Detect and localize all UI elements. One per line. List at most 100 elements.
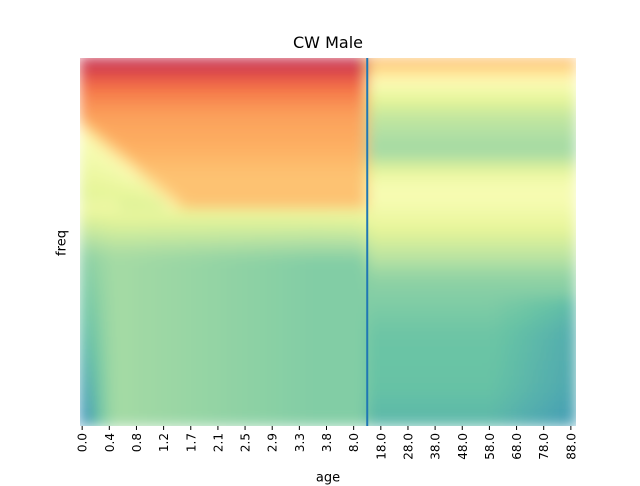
heatmap-cell bbox=[279, 225, 289, 235]
heatmap-cell bbox=[391, 385, 401, 395]
heatmap-cell bbox=[327, 137, 337, 147]
heatmap-cell bbox=[343, 313, 353, 323]
heatmap-cell bbox=[359, 73, 369, 83]
heatmap-cell bbox=[175, 169, 185, 179]
heatmap-cell bbox=[127, 177, 137, 187]
heatmap-cell bbox=[399, 369, 409, 379]
heatmap-cell bbox=[255, 113, 265, 123]
heatmap-cell bbox=[383, 273, 393, 283]
heatmap-cell bbox=[415, 201, 425, 211]
heatmap-cell bbox=[199, 377, 209, 387]
heatmap-cell bbox=[255, 313, 265, 323]
heatmap-cell bbox=[463, 305, 473, 315]
heatmap-cell bbox=[455, 169, 465, 179]
heatmap-cell bbox=[391, 89, 401, 99]
heatmap-cell bbox=[407, 265, 417, 275]
heatmap-cell bbox=[463, 105, 473, 115]
heatmap-cell bbox=[95, 361, 105, 371]
heatmap-cell bbox=[319, 241, 329, 251]
heatmap-cell bbox=[80, 377, 89, 387]
heatmap-cell bbox=[439, 377, 449, 387]
heatmap-cell bbox=[343, 193, 353, 203]
heatmap-cell bbox=[127, 313, 137, 323]
heatmap-cell bbox=[87, 409, 97, 419]
heatmap-cell bbox=[231, 105, 241, 115]
heatmap-cell bbox=[207, 361, 217, 371]
heatmap-cell bbox=[535, 233, 545, 243]
heatmap-cell bbox=[183, 161, 193, 171]
heatmap-cell bbox=[167, 249, 177, 259]
heatmap-cell bbox=[455, 265, 465, 275]
heatmap-cell bbox=[399, 289, 409, 299]
heatmap-cell bbox=[519, 121, 529, 131]
heatmap-cell bbox=[375, 393, 385, 403]
heatmap-cell bbox=[519, 65, 529, 75]
heatmap-cell bbox=[231, 409, 241, 419]
heatmap-cell bbox=[463, 321, 473, 331]
heatmap-cell bbox=[303, 193, 313, 203]
heatmap-cell bbox=[399, 201, 409, 211]
heatmap-cell bbox=[127, 217, 137, 227]
heatmap-cell bbox=[143, 145, 153, 155]
heatmap-cell bbox=[95, 281, 105, 291]
heatmap-cell bbox=[215, 129, 225, 139]
heatmap-cell bbox=[375, 305, 385, 315]
heatmap-cell bbox=[383, 89, 393, 99]
heatmap-cell bbox=[447, 217, 457, 227]
heatmap-cell bbox=[455, 417, 465, 426]
heatmap-cell bbox=[223, 58, 233, 67]
heatmap-cell bbox=[359, 281, 369, 291]
heatmap-cell bbox=[327, 273, 337, 283]
heatmap-cell bbox=[271, 153, 281, 163]
heatmap-cell bbox=[399, 377, 409, 387]
heatmap-cell bbox=[487, 313, 497, 323]
heatmap-cell bbox=[103, 417, 113, 426]
heatmap-cell bbox=[551, 217, 561, 227]
heatmap-cell bbox=[263, 289, 273, 299]
heatmap-cell bbox=[463, 193, 473, 203]
heatmap-cell bbox=[223, 241, 233, 251]
heatmap-cell bbox=[367, 129, 377, 139]
heatmap-cell bbox=[167, 161, 177, 171]
heatmap-cell bbox=[183, 97, 193, 107]
heatmap-cell bbox=[175, 225, 185, 235]
heatmap-cell bbox=[479, 393, 489, 403]
heatmap-cell bbox=[559, 201, 569, 211]
heatmap-cell bbox=[175, 193, 185, 203]
heatmap-cell bbox=[263, 401, 273, 411]
heatmap-cell bbox=[87, 393, 97, 403]
heatmap-cell bbox=[87, 153, 97, 163]
heatmap-cell bbox=[495, 185, 505, 195]
heatmap-cell bbox=[559, 401, 569, 411]
heatmap-cell bbox=[223, 409, 233, 419]
heatmap-cell bbox=[351, 321, 361, 331]
heatmap-cell bbox=[359, 289, 369, 299]
heatmap-cell bbox=[199, 81, 209, 91]
heatmap-cell bbox=[479, 329, 489, 339]
heatmap-cell bbox=[231, 345, 241, 355]
heatmap-cell bbox=[463, 201, 473, 211]
heatmap-cell bbox=[303, 201, 313, 211]
heatmap-cell bbox=[495, 281, 505, 291]
heatmap-cell bbox=[439, 209, 449, 219]
heatmap-cell bbox=[551, 81, 561, 91]
heatmap-cell bbox=[231, 217, 241, 227]
heatmap-cell bbox=[95, 257, 105, 267]
heatmap-cell bbox=[223, 361, 233, 371]
heatmap-cell bbox=[199, 169, 209, 179]
heatmap-cell bbox=[119, 241, 129, 251]
heatmap-cell bbox=[311, 337, 321, 347]
heatmap-cell bbox=[511, 58, 521, 67]
heatmap-cell bbox=[143, 73, 153, 83]
heatmap-cell bbox=[295, 201, 305, 211]
heatmap-cell bbox=[271, 313, 281, 323]
heatmap-cell bbox=[95, 265, 105, 275]
heatmap-cell bbox=[399, 313, 409, 323]
heatmap-cell bbox=[327, 281, 337, 291]
heatmap-cell bbox=[447, 313, 457, 323]
heatmap-cell bbox=[519, 161, 529, 171]
heatmap-cell bbox=[471, 58, 481, 67]
heatmap-cell bbox=[391, 345, 401, 355]
heatmap-cell bbox=[127, 225, 137, 235]
heatmap-cell bbox=[335, 169, 345, 179]
